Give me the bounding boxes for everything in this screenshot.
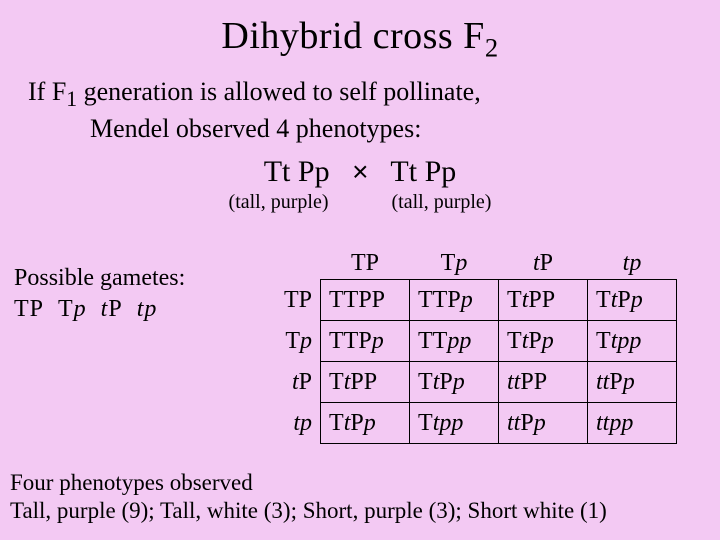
- gametes-label: Possible gametes:: [14, 263, 185, 294]
- intro-sub: 1: [66, 87, 77, 111]
- page-title: Dihybrid cross F2: [0, 0, 720, 64]
- col-header: tP: [499, 248, 588, 280]
- gametes-list: TP Tp tP tp: [14, 294, 185, 325]
- parent-right-genotype: Tt Pp: [390, 155, 456, 188]
- summary-text: Four phenotypes observed Tall, purple (9…: [10, 469, 607, 527]
- parent-left-phenotype: (tall, purple): [229, 191, 329, 214]
- row-header: tp: [268, 403, 321, 444]
- punnett-square: TP Tp tP tp TP TTPP TTPp TtPP TtPp Tp TT…: [268, 248, 677, 444]
- cell: Ttpp: [410, 403, 499, 444]
- cell: ttPP: [499, 362, 588, 403]
- cell: TTpp: [410, 321, 499, 362]
- punnett-table: TP Tp tP tp TP TTPP TTPp TtPP TtPp Tp TT…: [268, 248, 677, 444]
- intro-part1: If F: [28, 77, 66, 106]
- col-header: Tp: [410, 248, 499, 280]
- cell: TTPP: [321, 280, 410, 321]
- cross-line: Tt Pp × Tt Pp: [0, 155, 720, 189]
- intro-part1b: generation is allowed to self pollinate,: [77, 77, 481, 106]
- title-main: Dihybrid cross F: [221, 15, 484, 57]
- row-header: tP: [268, 362, 321, 403]
- cell: ttPp: [499, 403, 588, 444]
- cell: ttPp: [588, 362, 677, 403]
- cell: TtPp: [321, 403, 410, 444]
- col-header: tp: [588, 248, 677, 280]
- cell: TtPP: [321, 362, 410, 403]
- summary-line1: Four phenotypes observed: [10, 469, 607, 498]
- row-header: TP: [268, 280, 321, 321]
- gametes-block: Possible gametes: TP Tp tP tp: [14, 263, 185, 325]
- col-header: TP: [321, 248, 410, 280]
- parent-labels: (tall, purple) (tall, purple): [0, 191, 720, 214]
- cell: TtPp: [410, 362, 499, 403]
- cross-symbol: ×: [352, 156, 368, 187]
- cell: TtPp: [499, 321, 588, 362]
- cell: TtPP: [499, 280, 588, 321]
- parent-left-genotype: Tt Pp: [264, 155, 330, 188]
- cell: TTPp: [321, 321, 410, 362]
- parent-right-phenotype: (tall, purple): [392, 191, 492, 214]
- cell: Ttpp: [588, 321, 677, 362]
- intro-text: If F1 generation is allowed to self poll…: [28, 76, 720, 146]
- title-sub: 2: [485, 33, 499, 63]
- intro-line2: Mendel observed 4 phenotypes:: [90, 113, 720, 146]
- cell: ttpp: [588, 403, 677, 444]
- row-header: Tp: [268, 321, 321, 362]
- cell: TtPp: [588, 280, 677, 321]
- summary-line2: Tall, purple (9); Tall, white (3); Short…: [10, 497, 607, 526]
- cell: TTPp: [410, 280, 499, 321]
